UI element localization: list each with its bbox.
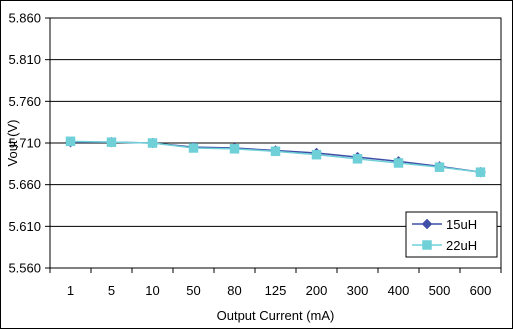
x-tick-label: 200	[306, 283, 328, 298]
y-tick-label: 5.760	[8, 94, 41, 109]
x-tick-label: 5	[108, 283, 115, 298]
data-point-22uh	[106, 137, 117, 147]
y-tick-label: 5.610	[8, 219, 41, 234]
x-tick-label: 125	[265, 283, 287, 298]
legend-label-15uh: 15uH	[446, 217, 477, 232]
data-point-22uh	[352, 154, 363, 164]
data-point-22uh	[393, 158, 404, 168]
y-tick-label: 5.860	[8, 11, 41, 26]
legend-marker-15uh	[421, 218, 433, 230]
data-point-22uh	[270, 146, 281, 157]
data-point-22uh	[311, 149, 322, 160]
y-tick-label: 5.660	[8, 177, 41, 192]
x-tick-label: 600	[470, 283, 492, 298]
y-axis-title: Vout (V)	[5, 120, 20, 167]
legend-box	[405, 211, 498, 258]
legend-marker-22uh	[422, 240, 432, 250]
data-point-22uh	[147, 138, 158, 148]
x-tick-label: 10	[145, 283, 159, 298]
data-point-22uh	[229, 144, 240, 154]
x-tick-label: 400	[388, 283, 410, 298]
y-tick-label: 5.560	[8, 261, 41, 276]
x-tick-label: 80	[227, 283, 241, 298]
x-tick-label: 1	[67, 283, 74, 298]
x-axis-title: Output Current (mA)	[217, 308, 335, 323]
plot-border	[49, 17, 502, 269]
x-tick-label: 300	[347, 283, 369, 298]
data-point-22uh	[475, 167, 486, 177]
x-tick-label: 50	[186, 283, 200, 298]
y-tick-label: 5.810	[8, 52, 41, 67]
x-tick-label: 500	[429, 283, 451, 298]
data-point-22uh	[434, 162, 445, 172]
y-tick-label: 5.710	[8, 136, 41, 151]
data-point-22uh	[188, 143, 199, 153]
data-point-22uh	[65, 136, 76, 147]
legend-label-22uh: 22uH	[446, 238, 477, 253]
